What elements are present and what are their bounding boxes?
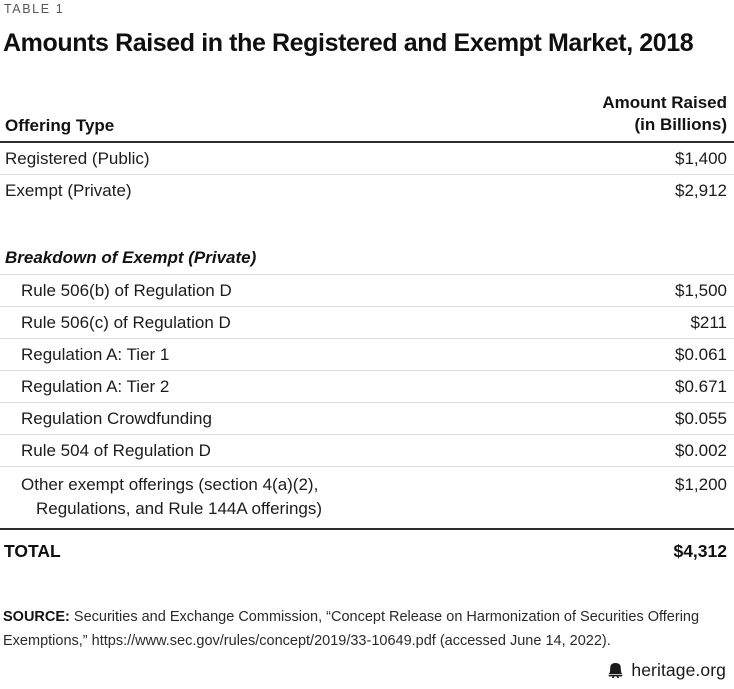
liberty-bell-icon bbox=[607, 662, 624, 679]
amounts-raised-table: Offering Type Amount Raised (in Billions… bbox=[0, 92, 734, 572]
table-row-total: TOTAL $4,312 bbox=[0, 530, 734, 572]
row-label: Rule 506(b) of Regulation D bbox=[21, 280, 232, 300]
row-label: Rule 506(c) of Regulation D bbox=[21, 312, 231, 332]
column-header-amount-line2: (in Billions) bbox=[634, 115, 727, 134]
row-label: Regulation A: Tier 1 bbox=[21, 344, 170, 364]
footer: heritage.org bbox=[0, 660, 734, 681]
row-label: Regulation Crowdfunding bbox=[21, 408, 212, 428]
row-value: $0.671 bbox=[675, 376, 727, 396]
table-row-registered-public: Registered (Public) $1,400 bbox=[0, 143, 734, 175]
table-row-other-exempt: Other exempt offerings (section 4(a)(2),… bbox=[0, 467, 734, 530]
table-header-row: Offering Type Amount Raised (in Billions… bbox=[0, 92, 734, 143]
row-label: Rule 504 of Regulation D bbox=[21, 440, 211, 460]
row-value: $211 bbox=[690, 312, 727, 332]
table-number-label: TABLE 1 bbox=[4, 2, 65, 16]
table-row-rule-504: Rule 504 of Regulation D $0.002 bbox=[0, 435, 734, 467]
breakdown-section-header: Breakdown of Exempt (Private) bbox=[0, 247, 734, 275]
column-header-amount-line1: Amount Raised bbox=[602, 93, 727, 112]
row-value: $0.055 bbox=[675, 408, 727, 428]
page-title: Amounts Raised in the Registered and Exe… bbox=[3, 29, 694, 57]
total-label: TOTAL bbox=[4, 540, 61, 561]
table-row-reg-crowdfunding: Regulation Crowdfunding $0.055 bbox=[0, 403, 734, 435]
table-row-rule-506c: Rule 506(c) of Regulation D $211 bbox=[0, 307, 734, 339]
total-value: $4,312 bbox=[673, 540, 727, 561]
row-value: $0.061 bbox=[675, 344, 727, 364]
row-value: $0.002 bbox=[675, 440, 727, 460]
source-note: SOURCE: Securities and Exchange Commissi… bbox=[0, 605, 700, 653]
table-row-exempt-private: Exempt (Private) $2,912 bbox=[0, 175, 734, 207]
row-label: Regulation A: Tier 2 bbox=[21, 376, 170, 396]
table-row-rule-506b: Rule 506(b) of Regulation D $1,500 bbox=[0, 275, 734, 307]
table-row-reg-a-tier1: Regulation A: Tier 1 $0.061 bbox=[0, 339, 734, 371]
row-label-line1: Other exempt offerings (section 4(a)(2), bbox=[21, 475, 319, 494]
source-label: SOURCE: bbox=[3, 609, 70, 625]
table-row-reg-a-tier2: Regulation A: Tier 2 $0.671 bbox=[0, 371, 734, 403]
row-value: $1,500 bbox=[675, 280, 727, 300]
section-spacer bbox=[0, 207, 734, 247]
column-header-offering-type: Offering Type bbox=[5, 116, 115, 135]
row-value: $2,912 bbox=[675, 181, 727, 200]
row-label-line2: Regulations, and Rule 144A offerings) bbox=[36, 499, 323, 518]
row-value: $1,400 bbox=[675, 148, 727, 168]
row-value: $1,200 bbox=[675, 475, 727, 494]
row-label: Other exempt offerings (section 4(a)(2),… bbox=[21, 473, 322, 521]
row-label: Exempt (Private) bbox=[5, 181, 132, 200]
row-label: Registered (Public) bbox=[5, 148, 150, 168]
source-text: Securities and Exchange Commission, “Con… bbox=[3, 609, 700, 649]
brand-text: heritage.org bbox=[631, 660, 726, 680]
column-header-amount-raised: Amount Raised (in Billions) bbox=[602, 92, 727, 136]
